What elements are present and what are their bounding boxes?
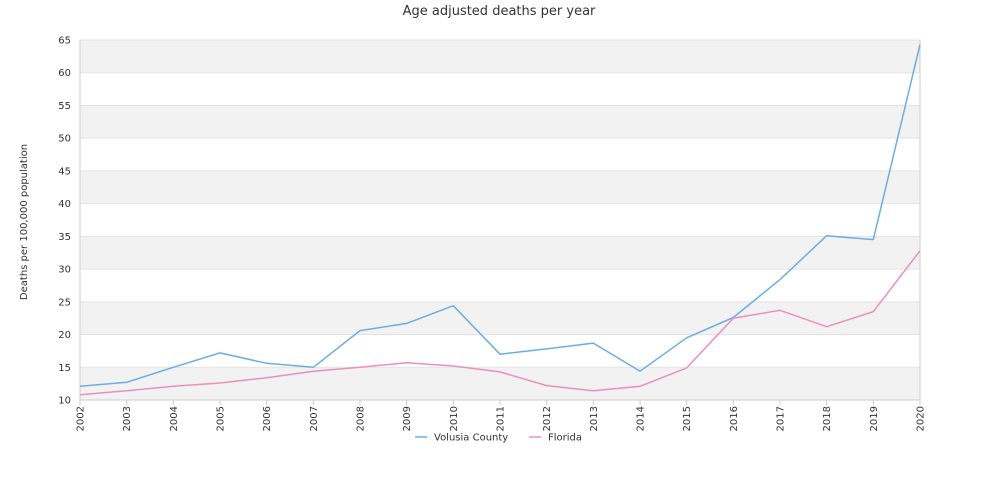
x-tick-label: 2012: [542, 406, 553, 431]
x-tick-label: 2009: [402, 406, 413, 431]
series-line: [79, 44, 921, 388]
x-tick-label: 2004: [169, 406, 180, 431]
y-tick-label: 10: [58, 396, 71, 407]
y-tick-label: 25: [58, 297, 71, 308]
series-line: [79, 250, 921, 396]
grid-band: [80, 236, 920, 270]
grid-band: [80, 301, 920, 335]
y-tick-label: 20: [58, 330, 71, 341]
x-tick-label: 2008: [356, 406, 367, 431]
x-tick-label: 2002: [76, 406, 87, 431]
y-tick-label: 30: [58, 265, 71, 276]
x-tick-label: 2014: [636, 406, 647, 431]
y-tick-label: 45: [58, 166, 71, 177]
y-tick-label: 35: [58, 232, 71, 243]
x-tick-label: 2005: [216, 406, 227, 431]
x-tick-label: 2011: [496, 406, 507, 431]
y-tick-labels: 10 15 20 25 30 35 40 45 50 55 60 65: [58, 36, 71, 407]
chart-title: Age adjusted deaths per year: [403, 4, 596, 19]
y-tick-label: 55: [58, 101, 71, 112]
y-tick-label: 65: [58, 36, 71, 47]
legend: Volusia County Florida: [415, 433, 582, 444]
grid-band: [80, 170, 920, 204]
x-tick-label: 2019: [869, 406, 880, 431]
x-tick-label: 2017: [776, 406, 787, 431]
x-tick-label: 2006: [262, 406, 273, 431]
legend-label: Volusia County: [434, 433, 508, 444]
x-tick-label: 2020: [916, 406, 927, 431]
y-tick-label: 50: [58, 134, 71, 145]
x-tick-label: 2018: [822, 406, 833, 431]
x-tick-label: 2010: [449, 406, 460, 431]
y-axis-label: Deaths per 100,000 population: [19, 144, 30, 300]
y-tick-label: 15: [58, 363, 71, 374]
x-tick-label: 2007: [309, 406, 320, 431]
grid-band: [80, 40, 920, 73]
x-tick-label: 2013: [589, 406, 600, 431]
x-tick-label: 2016: [729, 406, 740, 431]
grid-band: [80, 105, 920, 139]
grid-bands: [80, 40, 920, 400]
y-tick-label: 60: [58, 68, 71, 79]
y-tick-label: 40: [58, 199, 71, 210]
gridlines: [80, 39, 920, 401]
x-tick-label: 2015: [682, 406, 693, 431]
x-tick-labels: 2002 2003 2004 2005 2006 2007 2008 2009 2010 2011…: [76, 406, 927, 431]
series-lines: [79, 44, 921, 396]
axes: [79, 40, 921, 405]
x-tick-label: 2003: [122, 406, 133, 431]
legend-label: Florida: [548, 433, 582, 444]
